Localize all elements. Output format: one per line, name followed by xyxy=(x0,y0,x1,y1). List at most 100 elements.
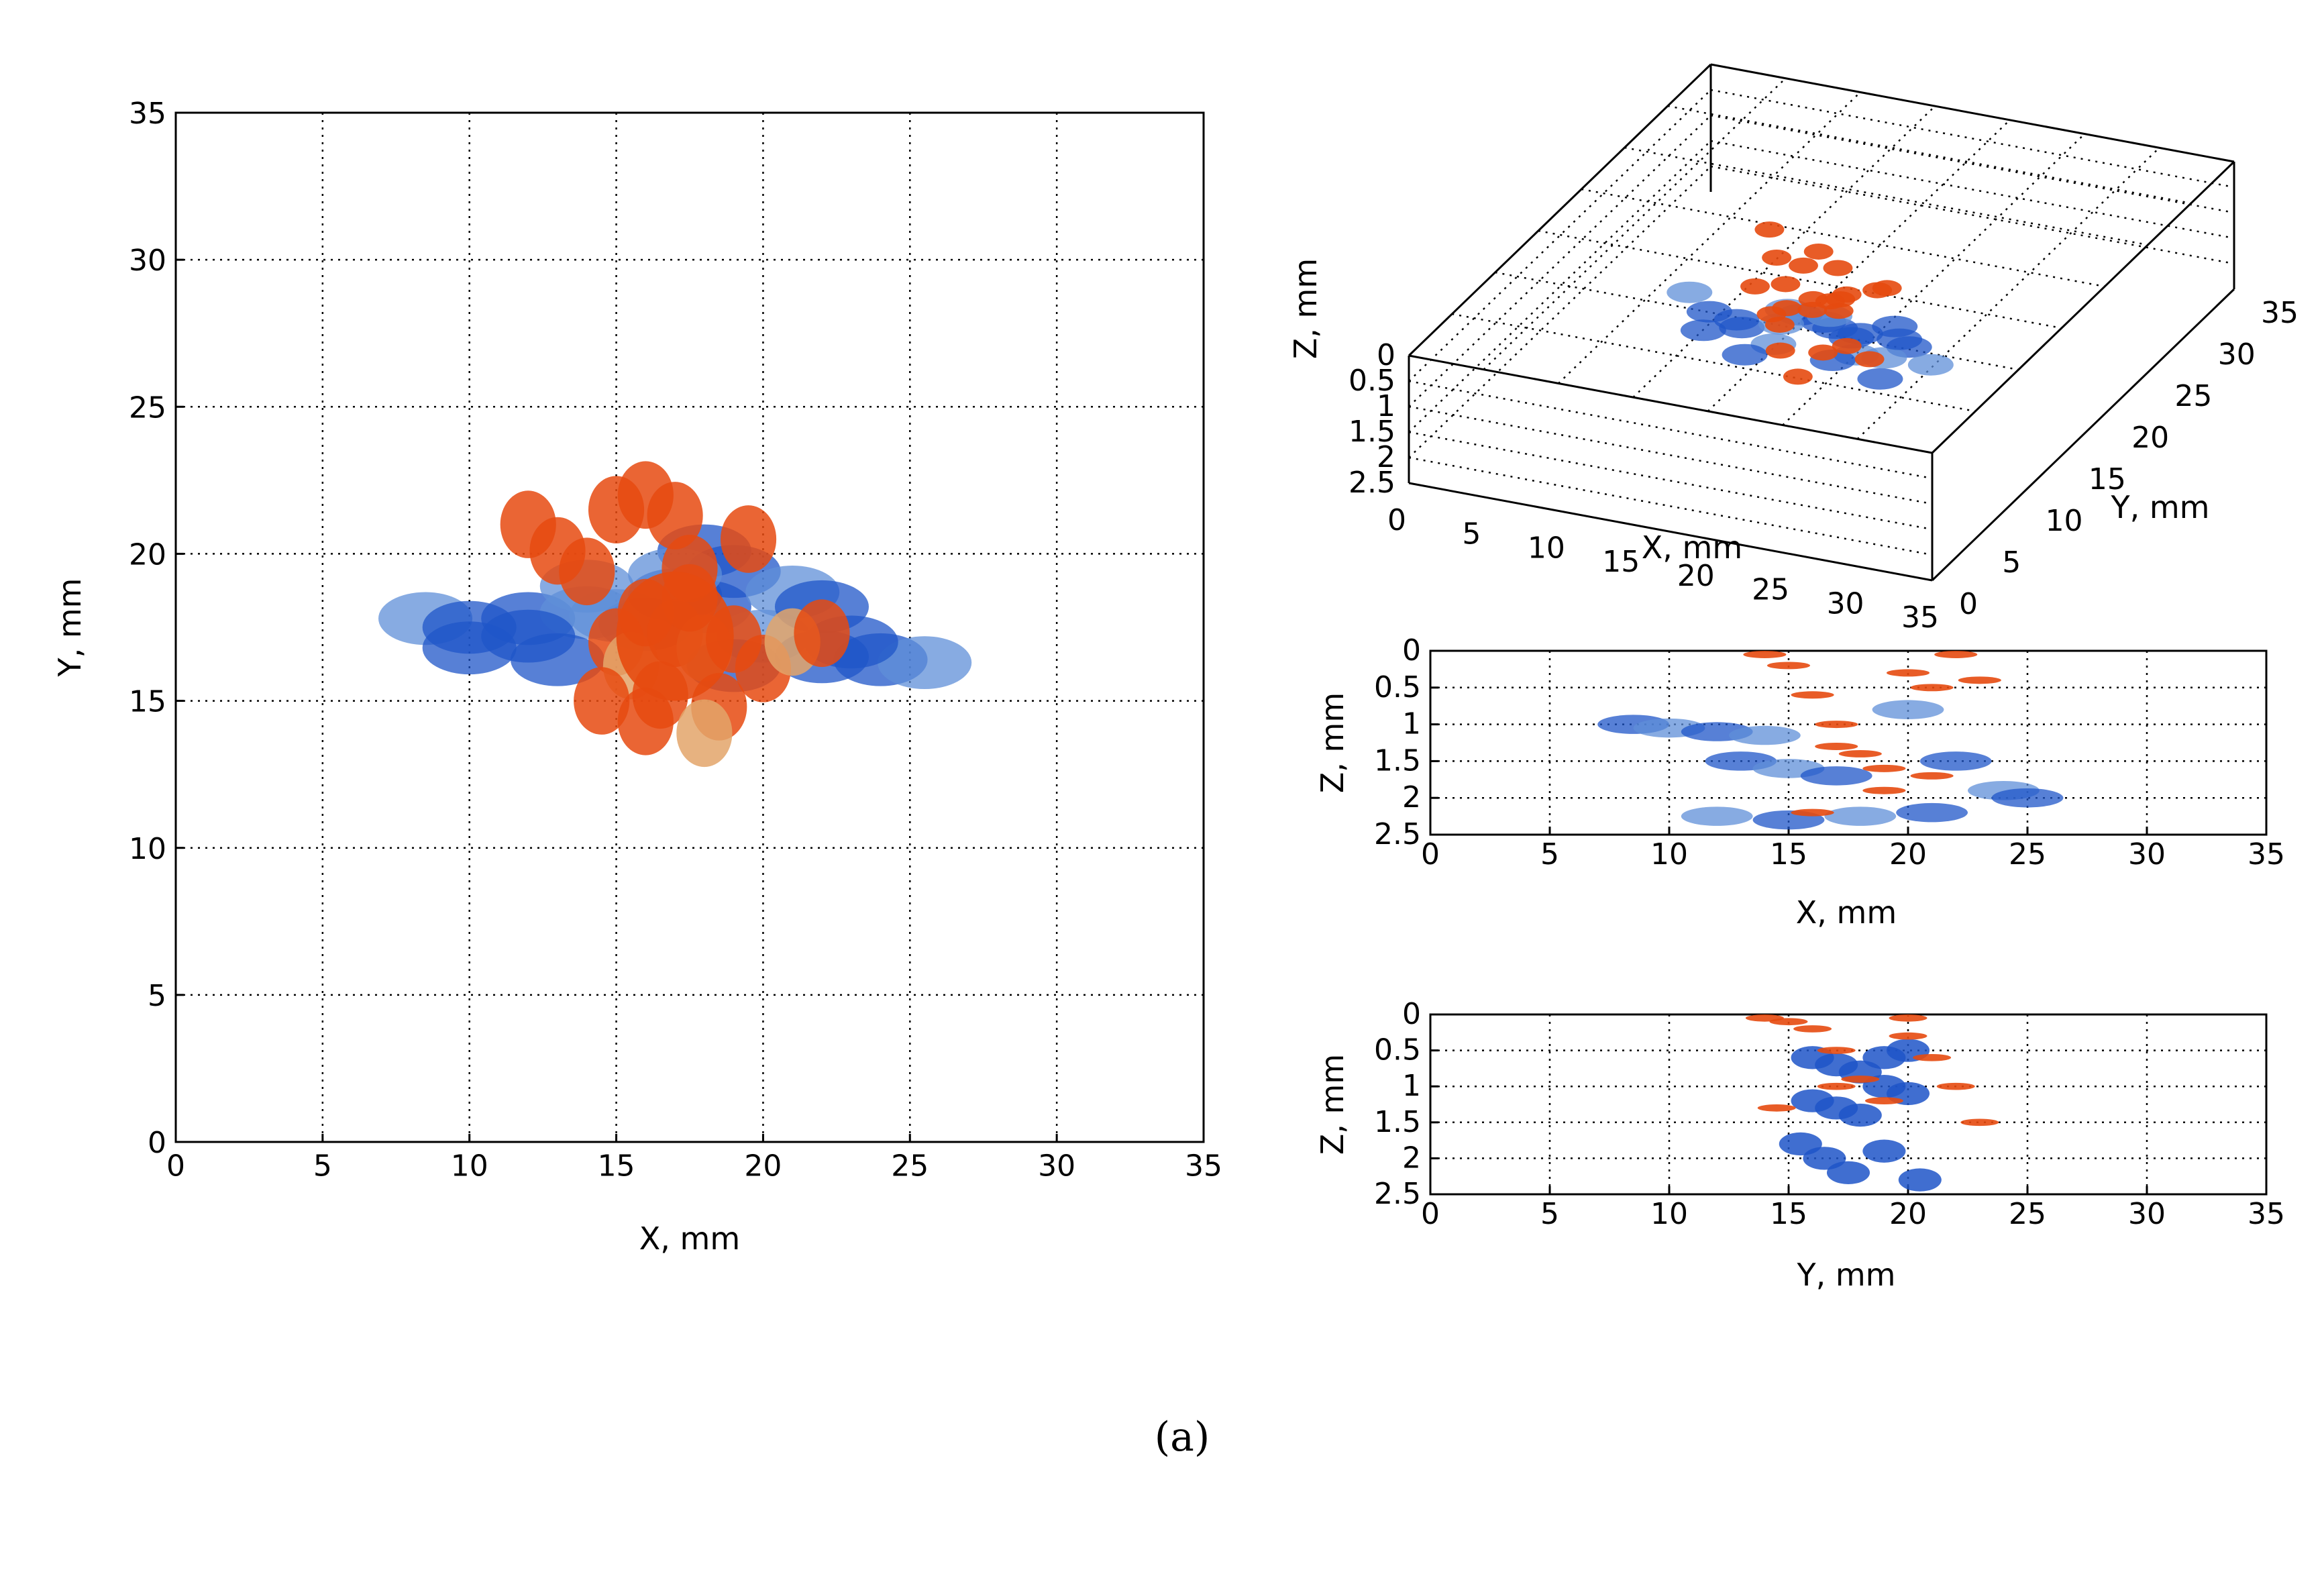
xz-data-marks xyxy=(1597,651,2064,830)
yz-y-axis-label: Z, mm xyxy=(1314,1054,1351,1155)
orange-damage-mark xyxy=(794,599,850,668)
y-tick-label: 5 xyxy=(148,979,166,1013)
grid-line-3d-z xyxy=(1710,165,2235,265)
3d-y-tick-label: 0 xyxy=(1959,587,1978,621)
y-tick-label: 35 xyxy=(129,97,166,131)
3d-x-tick-label: 10 xyxy=(1528,531,1565,565)
3d-orange-damage-mark xyxy=(1740,278,1770,295)
y-tick-label: 15 xyxy=(129,685,166,719)
xy-x-tick-labels: 0 5 10 15 20 25 30 35 xyxy=(166,1149,1222,1184)
yz-view-chart: 0 5 10 15 20 25 30 35 00.511.522.5 Y, mm Z, mm xyxy=(1314,997,2285,1293)
3d-blue-damage-mark xyxy=(1872,315,1918,337)
blue-damage-mark xyxy=(1800,766,1872,786)
y-tick-label: 2 xyxy=(1402,780,1421,815)
3d-box-edge xyxy=(1408,482,1933,582)
3d-z-tick-label: 0 xyxy=(1377,338,1395,372)
grid-line-3d-z xyxy=(1408,431,1933,531)
orange-damage-mark xyxy=(1960,1118,1999,1127)
x-tick-label: 0 xyxy=(1421,837,1440,872)
xz-view-chart: 0 5 10 15 20 25 30 35 00.511.522.5 X, mm Z, mm xyxy=(1314,633,2285,931)
3d-z-tick-label: 2 xyxy=(1377,440,1395,474)
blue-damage-mark xyxy=(1826,1161,1870,1184)
x-tick-label: 20 xyxy=(1889,837,1927,872)
orange-damage-mark xyxy=(1815,721,1858,729)
grid-line-3d-z xyxy=(1408,405,1933,505)
orange-damage-mark xyxy=(1791,808,1834,817)
3d-blue-damage-mark xyxy=(1722,344,1768,366)
blue-damage-mark xyxy=(481,609,576,663)
grid-line-3d-y xyxy=(1581,188,2105,288)
orange-damage-mark xyxy=(1838,749,1882,757)
3d-orange-damage-mark xyxy=(1872,280,1902,297)
yz-x-axis-label: Y, mm xyxy=(1797,1257,1896,1293)
y-tick-label: 2 xyxy=(1402,1141,1421,1175)
3d-x-tick-label: 5 xyxy=(1462,517,1481,552)
orange-damage-mark xyxy=(1862,764,1906,772)
y-tick-label: 0.5 xyxy=(1374,670,1421,704)
x-tick-label: 20 xyxy=(1889,1197,1927,1231)
x-tick-label: 5 xyxy=(313,1149,332,1184)
y-tick-label: 0.5 xyxy=(1374,1033,1421,1067)
grid-line-3d-z xyxy=(1710,140,2235,240)
blue-damage-mark xyxy=(1872,700,1944,719)
orange-damage-mark xyxy=(1889,1032,1927,1040)
orange-damage-mark xyxy=(1934,651,1978,658)
3d-z-tick-label: 0.5 xyxy=(1349,364,1395,398)
x-tick-label: 0 xyxy=(166,1149,185,1184)
3d-orange-damage-mark xyxy=(1789,257,1818,274)
grid-line-3d-y xyxy=(1667,105,2191,205)
3d-x-tick-label: 25 xyxy=(1752,573,1789,607)
x-tick-label: 30 xyxy=(2128,1197,2166,1231)
orange-damage-mark xyxy=(1743,651,1787,658)
grid-line-3d-y xyxy=(1452,313,1976,413)
grid-line-3d-x xyxy=(1707,119,2011,412)
3d-y-tick-label: 10 xyxy=(2046,504,2083,538)
orange-damage-core xyxy=(616,571,734,701)
3d-orange-damage-mark xyxy=(1765,342,1795,359)
x-tick-label: 10 xyxy=(1650,1197,1688,1231)
3d-box-edge xyxy=(1408,354,1933,454)
3d-z-tick-label: 2.5 xyxy=(1349,466,1395,500)
x-tick-label: 20 xyxy=(744,1149,782,1184)
3d-box-edges xyxy=(1408,63,2235,582)
y-tick-label: 2.5 xyxy=(1374,1177,1421,1211)
x-tick-label: 30 xyxy=(1038,1149,1075,1184)
blue-damage-mark xyxy=(1898,1168,1942,1192)
3d-x-tick-label: 35 xyxy=(1901,600,1939,635)
xz-y-axis-label: Z, mm xyxy=(1314,692,1351,793)
blue-damage-mark xyxy=(1729,725,1801,745)
orange-damage-mark xyxy=(1864,1097,1903,1104)
xz-x-tick-labels: 0 5 10 15 20 25 30 35 xyxy=(1421,837,2285,872)
blue-damage-mark xyxy=(1824,806,1897,826)
orange-damage-mark xyxy=(574,667,630,735)
grid-line-3d-z xyxy=(1710,114,2235,214)
3d-x-tick-label: 0 xyxy=(1387,503,1406,537)
y-tick-label: 1 xyxy=(1402,707,1421,741)
3d-orange-damage-mark xyxy=(1808,344,1838,361)
xy-grid xyxy=(174,111,1205,1143)
3d-blue-damage-mark xyxy=(1907,354,1954,376)
orange-damage-mark xyxy=(676,699,733,768)
orange-damage-mark xyxy=(1913,1053,1952,1061)
orange-damage-mark xyxy=(1757,1104,1796,1112)
xz-grid xyxy=(1429,649,2268,836)
3d-box-edge xyxy=(1710,63,2235,163)
blue-damage-mark xyxy=(1862,1139,1906,1163)
3d-y-tick-label: 15 xyxy=(2089,462,2126,496)
blue-damage-mark xyxy=(1681,806,1753,826)
orange-damage-mark xyxy=(1889,1014,1927,1022)
grid-line-3d-y xyxy=(1538,229,2062,329)
x-tick-label: 15 xyxy=(1770,837,1807,872)
orange-damage-mark xyxy=(1769,1018,1808,1026)
grid-line-3d-z xyxy=(1408,380,1933,480)
orange-damage-mark xyxy=(1910,772,1954,780)
orange-damage-mark xyxy=(1862,786,1906,794)
3d-y-axis-label: Y, mm xyxy=(2111,489,2210,525)
x-tick-label: 35 xyxy=(2248,837,2285,872)
y-tick-label: 2.5 xyxy=(1374,817,1421,851)
y-tick-label: 1.5 xyxy=(1374,1105,1421,1139)
3d-x-tick-label: 15 xyxy=(1602,545,1640,579)
3d-y-tick-label: 30 xyxy=(2218,337,2256,372)
